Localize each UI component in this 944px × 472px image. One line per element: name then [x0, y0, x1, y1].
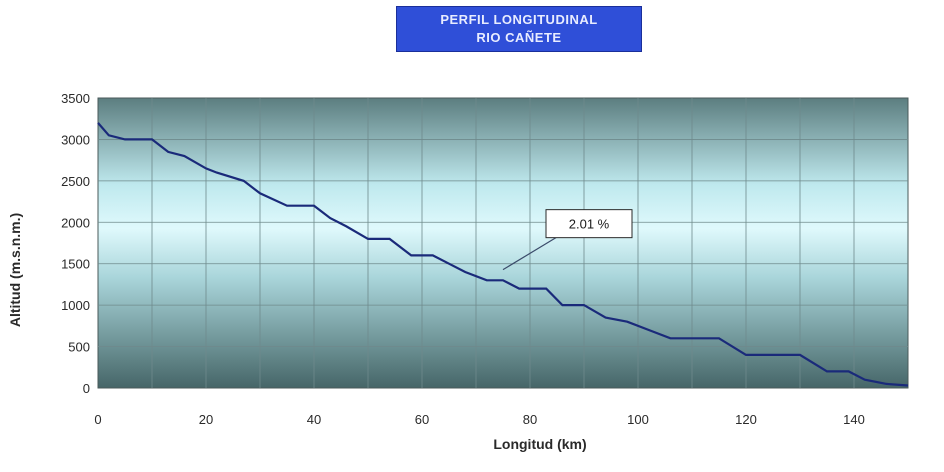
y-tick-labels: 0 500 1000 1500 2000 2500 3000 3500	[61, 91, 90, 396]
annotation-leader-line	[502, 237, 557, 271]
x-tick-label: 60	[415, 412, 429, 427]
grid-lines	[98, 98, 908, 388]
x-tick-label: 20	[199, 412, 213, 427]
y-tick-label: 1500	[61, 257, 90, 272]
y-axis-label: Altitud (m.s.n.m.)	[7, 213, 23, 327]
x-tick-label: 120	[735, 412, 757, 427]
plot-area	[97, 97, 909, 389]
y-tick-label: 1000	[61, 298, 90, 313]
slope-annotation: 2.01 %	[502, 209, 633, 271]
profile-line	[97, 122, 909, 387]
x-tick-label: 0	[94, 412, 101, 427]
y-tick-label: 3000	[61, 132, 90, 147]
x-axis-label: Longitud (km)	[493, 436, 586, 452]
chart-title-line-2: RIO CAÑETE	[476, 30, 562, 45]
y-tick-label: 0	[83, 381, 90, 396]
y-tick-label: 2500	[61, 174, 90, 189]
annotation-text: 2.01 %	[569, 217, 610, 232]
chart-title-line-1: PERFIL LONGITUDINAL	[440, 12, 598, 27]
y-tick-label: 2000	[61, 215, 90, 230]
annotation-box	[545, 209, 633, 239]
chart-title: PERFIL LONGITUDINAL RIO CAÑETE	[396, 6, 642, 52]
y-tick-label: 3500	[61, 91, 90, 106]
y-tick-label: 500	[68, 340, 90, 355]
x-tick-label: 140	[843, 412, 865, 427]
x-tick-label: 40	[307, 412, 321, 427]
x-tick-label: 80	[523, 412, 537, 427]
x-tick-labels: 0 20 40 60 80 100 120 140	[94, 412, 864, 427]
x-tick-label: 100	[627, 412, 649, 427]
